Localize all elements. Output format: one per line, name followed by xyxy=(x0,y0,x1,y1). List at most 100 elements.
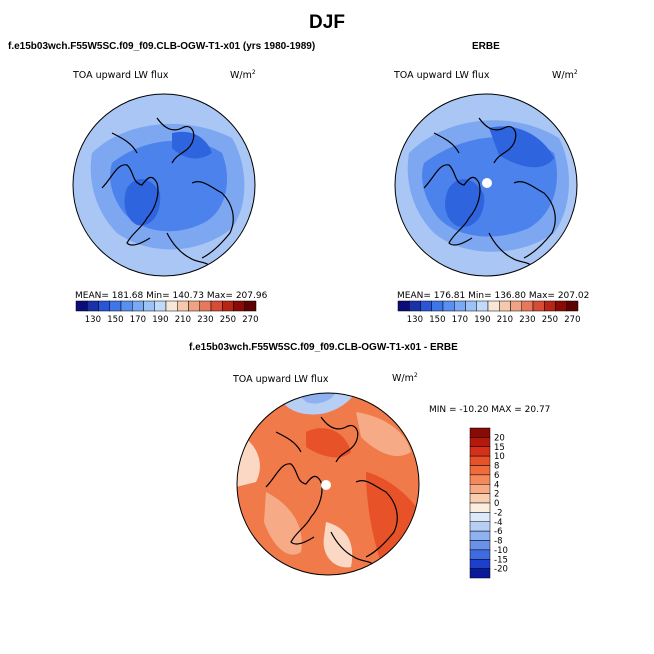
colorbar-swatch xyxy=(469,474,491,485)
diff-variable-label: TOA upward LW flux xyxy=(233,374,329,385)
colorbar-swatch xyxy=(233,300,245,312)
colorbar-tick-label: 250 xyxy=(220,315,236,325)
colorbar-swatch xyxy=(566,300,579,312)
colorbar-swatch xyxy=(143,300,155,312)
colorbar-swatch xyxy=(420,300,432,312)
coastlines xyxy=(423,117,556,269)
colorbar-swatch xyxy=(469,549,491,560)
colorbar-swatch xyxy=(177,300,189,312)
map-pale-region xyxy=(323,522,353,568)
colorbar-swatch xyxy=(469,568,491,579)
colorbar-tick-label: 4 xyxy=(494,480,499,490)
colorbar-swatch xyxy=(397,300,410,312)
diff-units-label: W/m2 xyxy=(392,372,418,385)
diff-polar-map xyxy=(236,392,420,576)
obs-stats: MEAN= 176.81 Min= 136.80 Max= 207.02 xyxy=(397,291,590,301)
colorbar-tick-label: 8 xyxy=(494,462,499,472)
map-dark-region xyxy=(172,131,212,159)
diff-stats: MIN = -10.20 MAX = 20.77 xyxy=(429,405,551,415)
colorbar-swatch xyxy=(454,300,466,312)
colorbar-swatch xyxy=(532,300,545,312)
colorbar-swatch xyxy=(544,300,556,312)
obs-colorbar: 130 150 170 190 210 230 250 270 xyxy=(397,300,580,325)
colorbar-tick-label: 230 xyxy=(519,315,535,325)
colorbar-swatch xyxy=(154,300,167,312)
colorbar-swatch xyxy=(210,300,223,312)
colorbar-tick-label: 270 xyxy=(564,315,580,325)
colorbar-swatch xyxy=(469,484,491,494)
colorbar-tick-label: 230 xyxy=(197,315,213,325)
colorbar-tick-label: 130 xyxy=(407,315,423,325)
colorbar-swatch xyxy=(409,300,421,312)
diff-panel-title: f.e15b03wch.F55W5SC.f09_f09.CLB-OGW-T1-x… xyxy=(189,342,458,353)
colorbar-swatch xyxy=(442,300,455,312)
colorbar-swatch xyxy=(469,530,491,541)
colorbar-tick-label: 270 xyxy=(242,315,258,325)
colorbar-swatch xyxy=(521,300,534,312)
colorbar-swatch xyxy=(469,512,491,522)
pole-hole xyxy=(482,178,492,188)
colorbar-swatch xyxy=(244,300,257,312)
colorbar-swatch xyxy=(469,427,491,438)
colorbar-swatch xyxy=(222,300,234,312)
obs-polar-map xyxy=(394,93,578,277)
colorbar-swatch xyxy=(469,493,491,504)
colorbar-swatch xyxy=(75,300,88,312)
colorbar-swatch xyxy=(120,300,133,312)
colorbar-swatch xyxy=(469,502,491,513)
model-variable-label: TOA upward LW flux xyxy=(73,70,169,81)
colorbar-tick-label: 210 xyxy=(497,315,513,325)
model-stats: MEAN= 181.68 Min= 140.73 Max= 207.96 xyxy=(75,291,268,301)
colorbar-swatch xyxy=(98,300,110,312)
colorbar-swatch xyxy=(499,300,511,312)
model-polar-map xyxy=(72,93,256,277)
colorbar-tick-label: 190 xyxy=(152,315,168,325)
colorbar-swatch xyxy=(188,300,200,312)
obs-variable-label: TOA upward LW flux xyxy=(394,70,490,81)
figure-title: DJF xyxy=(309,12,345,33)
colorbar-tick-label: 10 xyxy=(494,452,505,462)
map-dark-region xyxy=(124,178,161,226)
colorbar-swatch xyxy=(109,300,122,312)
colorbar-tick-label: 6 xyxy=(494,471,499,481)
colorbar-tick-label: -6 xyxy=(494,527,502,537)
colorbar-tick-label: -4 xyxy=(494,518,502,528)
colorbar-swatch xyxy=(469,521,491,532)
colorbar-tick-label: -20 xyxy=(494,565,508,575)
model-panel-title: f.e15b03wch.F55W5SC.f09_f09.CLB-OGW-T1-x… xyxy=(8,41,316,52)
colorbar-tick-label: 150 xyxy=(429,315,445,325)
colorbar-swatch xyxy=(469,540,491,551)
coastlines xyxy=(101,117,234,269)
colorbar-tick-label: 150 xyxy=(107,315,123,325)
model-colorbar: 130 150 170 190 210 230 250 270 xyxy=(75,300,258,325)
colorbar-tick-label: -10 xyxy=(494,546,508,556)
colorbar-swatch xyxy=(469,465,491,476)
colorbar-swatch xyxy=(476,300,489,312)
colorbar-tick-label: 15 xyxy=(494,443,505,453)
colorbar-tick-label: 130 xyxy=(85,315,101,325)
map-dark-region xyxy=(445,179,485,227)
colorbar-tick-label: 210 xyxy=(175,315,191,325)
model-units-label: W/m2 xyxy=(230,69,256,82)
obs-units-label: W/m2 xyxy=(552,69,578,82)
colorbar-swatch xyxy=(199,300,212,312)
colorbar-tick-label: 190 xyxy=(474,315,490,325)
colorbar-tick-label: -2 xyxy=(494,508,502,518)
colorbar-swatch xyxy=(465,300,477,312)
map-dark-region xyxy=(489,126,554,168)
colorbar-swatch xyxy=(469,446,491,457)
coastlines xyxy=(265,416,398,568)
colorbar-swatch xyxy=(469,455,491,466)
colorbar-swatch xyxy=(555,300,567,312)
colorbar-tick-label: -8 xyxy=(494,537,502,547)
colorbar-tick-label: -15 xyxy=(494,555,508,565)
obs-panel-title: ERBE xyxy=(472,41,500,52)
colorbar-tick-label: 170 xyxy=(452,315,468,325)
colorbar-swatch xyxy=(469,437,491,447)
colorbar-swatch xyxy=(431,300,444,312)
colorbar-tick-label: 170 xyxy=(130,315,146,325)
map-strong-region xyxy=(306,428,351,458)
map-light-region xyxy=(356,412,411,457)
colorbar-tick-label: 20 xyxy=(494,433,505,443)
colorbar-swatch xyxy=(132,300,144,312)
